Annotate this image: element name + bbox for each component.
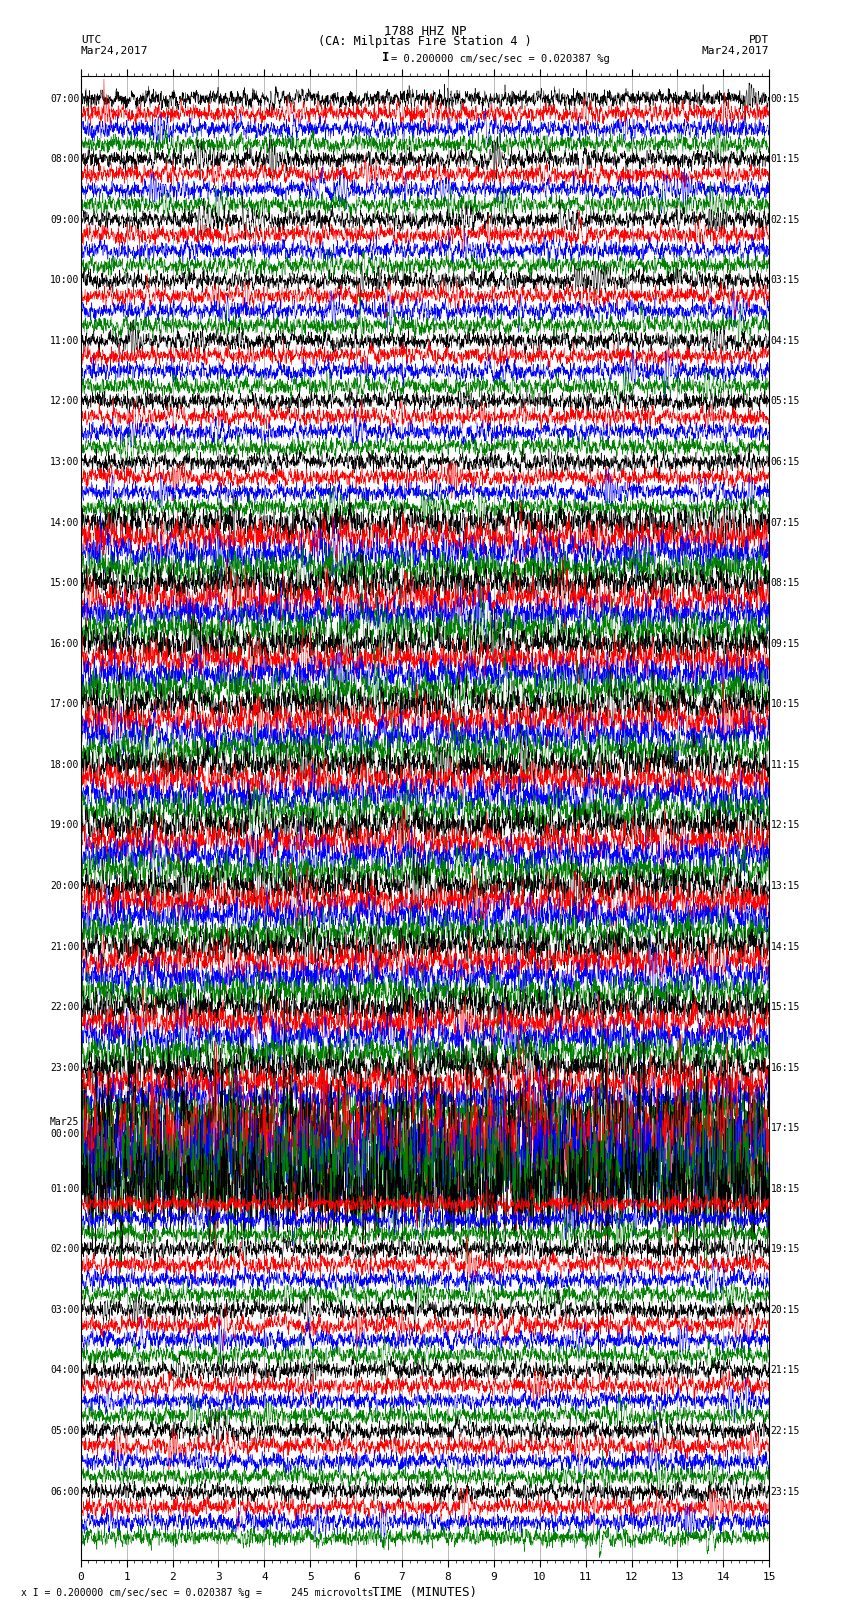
Text: 21:00: 21:00 (50, 942, 79, 952)
Text: 14:15: 14:15 (771, 942, 800, 952)
Text: 01:00: 01:00 (50, 1184, 79, 1194)
Text: 1788 HHZ NP: 1788 HHZ NP (383, 24, 467, 37)
Text: 09:15: 09:15 (771, 639, 800, 648)
Text: 04:00: 04:00 (50, 1366, 79, 1376)
Text: 18:00: 18:00 (50, 760, 79, 769)
Text: I: I (382, 50, 389, 65)
Text: 06:15: 06:15 (771, 456, 800, 466)
Text: 05:00: 05:00 (50, 1426, 79, 1436)
Text: 08:15: 08:15 (771, 577, 800, 589)
Text: (CA: Milpitas Fire Station 4 ): (CA: Milpitas Fire Station 4 ) (318, 34, 532, 47)
Text: 19:15: 19:15 (771, 1244, 800, 1255)
Text: 07:15: 07:15 (771, 518, 800, 527)
Text: Mar25
00:00: Mar25 00:00 (50, 1118, 79, 1139)
Text: 19:00: 19:00 (50, 821, 79, 831)
Text: 10:00: 10:00 (50, 276, 79, 286)
Text: 23:15: 23:15 (771, 1487, 800, 1497)
Text: 07:00: 07:00 (50, 94, 79, 103)
Text: 12:00: 12:00 (50, 397, 79, 406)
Text: 13:00: 13:00 (50, 456, 79, 466)
Text: 17:00: 17:00 (50, 698, 79, 710)
Text: 00:15: 00:15 (771, 94, 800, 103)
Text: 15:15: 15:15 (771, 1002, 800, 1011)
Text: 16:00: 16:00 (50, 639, 79, 648)
Text: 03:15: 03:15 (771, 276, 800, 286)
Text: 04:15: 04:15 (771, 336, 800, 345)
Text: = 0.200000 cm/sec/sec = 0.020387 %g: = 0.200000 cm/sec/sec = 0.020387 %g (391, 53, 609, 65)
Text: 06:00: 06:00 (50, 1487, 79, 1497)
Text: 18:15: 18:15 (771, 1184, 800, 1194)
X-axis label: TIME (MINUTES): TIME (MINUTES) (372, 1586, 478, 1598)
Text: 20:15: 20:15 (771, 1305, 800, 1315)
Text: 12:15: 12:15 (771, 821, 800, 831)
Text: 13:15: 13:15 (771, 881, 800, 890)
Text: 22:15: 22:15 (771, 1426, 800, 1436)
Text: UTC: UTC (81, 35, 101, 45)
Text: 02:00: 02:00 (50, 1244, 79, 1255)
Text: 16:15: 16:15 (771, 1063, 800, 1073)
Text: 09:00: 09:00 (50, 215, 79, 224)
Text: 23:00: 23:00 (50, 1063, 79, 1073)
Text: 11:15: 11:15 (771, 760, 800, 769)
Text: x I = 0.200000 cm/sec/sec = 0.020387 %g =     245 microvolts.: x I = 0.200000 cm/sec/sec = 0.020387 %g … (21, 1587, 380, 1597)
Text: 14:00: 14:00 (50, 518, 79, 527)
Text: 15:00: 15:00 (50, 577, 79, 589)
Text: Mar24,2017: Mar24,2017 (702, 45, 769, 56)
Text: 11:00: 11:00 (50, 336, 79, 345)
Text: 03:00: 03:00 (50, 1305, 79, 1315)
Text: 01:15: 01:15 (771, 155, 800, 165)
Text: Mar24,2017: Mar24,2017 (81, 45, 148, 56)
Text: 08:00: 08:00 (50, 155, 79, 165)
Text: 22:00: 22:00 (50, 1002, 79, 1011)
Text: 20:00: 20:00 (50, 881, 79, 890)
Text: PDT: PDT (749, 35, 769, 45)
Text: 17:15: 17:15 (771, 1123, 800, 1134)
Text: 21:15: 21:15 (771, 1366, 800, 1376)
Text: 02:15: 02:15 (771, 215, 800, 224)
Text: 10:15: 10:15 (771, 698, 800, 710)
Text: 05:15: 05:15 (771, 397, 800, 406)
